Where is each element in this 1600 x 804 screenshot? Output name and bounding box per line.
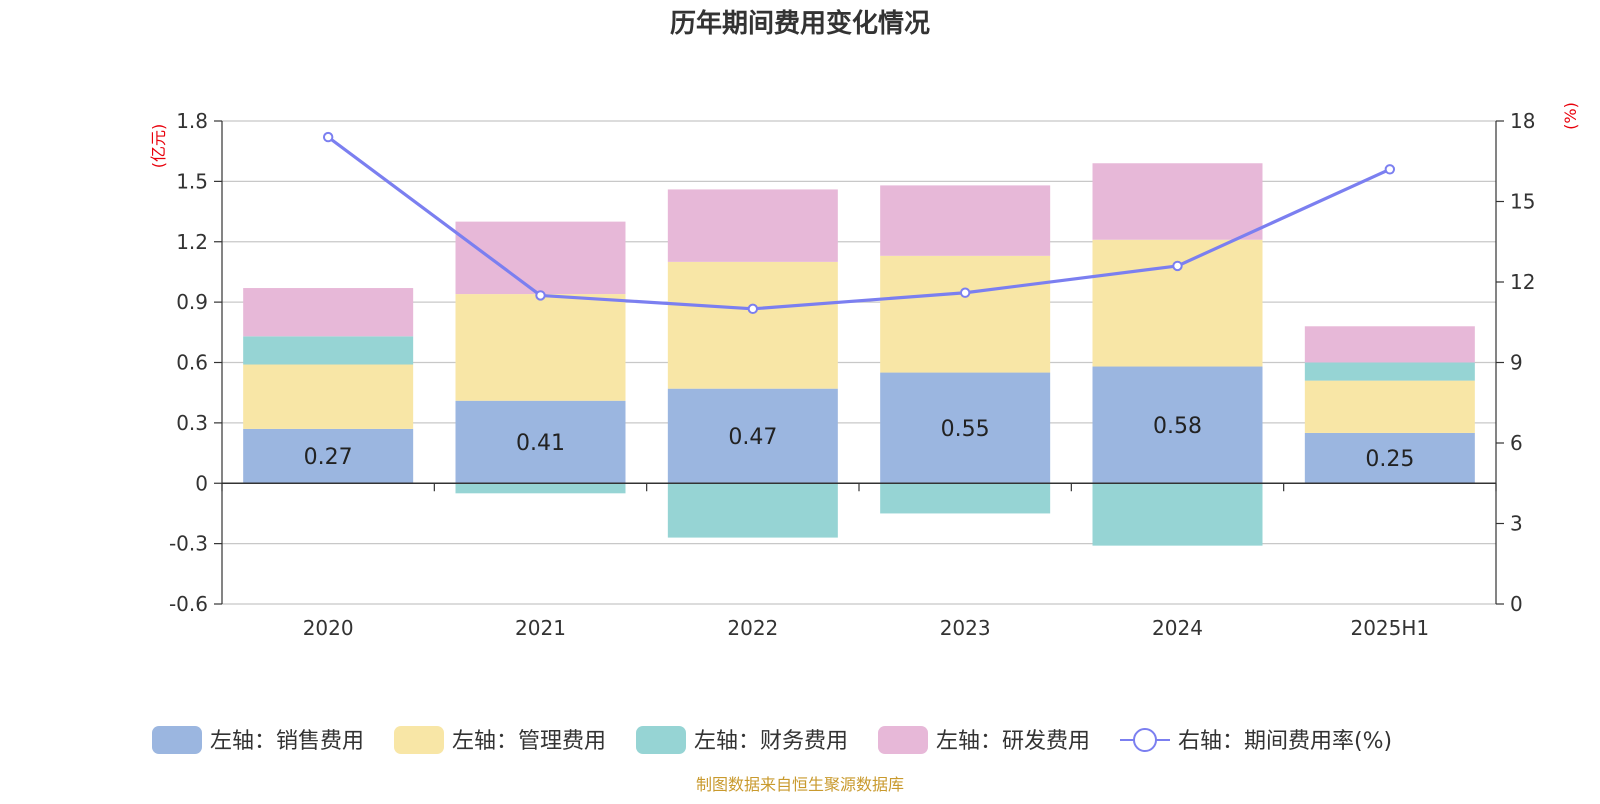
x-tick-label: 2025H1 (1350, 616, 1429, 640)
legend-swatch (152, 726, 202, 754)
bar-rnd (455, 221, 626, 295)
left-tick-label: 0.9 (176, 290, 208, 314)
left-tick-label: 1.8 (176, 109, 208, 133)
bar-rnd (1092, 163, 1263, 240)
data-label: 0.25 (1365, 447, 1414, 472)
chart-title: 历年期间费用变化情况 (670, 8, 930, 39)
rate-point (322, 131, 334, 143)
left-tick-label: 0 (195, 471, 208, 495)
left-tick-label: 1.2 (176, 230, 208, 254)
bar-sales (667, 388, 838, 484)
rate-line (327, 135, 1391, 311)
bar-rnd (243, 288, 414, 337)
data-label: 0.58 (1153, 414, 1202, 439)
x-tick-label: 2021 (515, 616, 566, 640)
legend-swatch (636, 726, 686, 754)
rate-point (1172, 260, 1183, 272)
legend-item: 左轴：销售费用 (152, 726, 364, 754)
rate-point (959, 287, 971, 298)
bar-admin (243, 364, 414, 429)
data-label: 0.41 (516, 431, 565, 456)
bar-admin (1304, 380, 1475, 433)
rate-point (1384, 164, 1396, 175)
data-label: 0.55 (941, 417, 990, 442)
right-tick-label: 15 (1510, 190, 1535, 214)
right-tick-label: 9 (1510, 351, 1523, 375)
bars-layer (243, 163, 1475, 546)
right-axis-unit: (%) (1561, 102, 1580, 130)
left-axis-unit: (亿元) (149, 124, 168, 169)
legend-label: 右轴：期间费用率(%) (1178, 729, 1392, 754)
x-tick-label: 2024 (1152, 616, 1203, 640)
bar-sales (1092, 366, 1263, 484)
bar-finance (455, 483, 626, 494)
legend: 左轴：销售费用 左轴：管理费用 左轴：财务费用 左轴：研发费用 右轴：期间费用率(%) (152, 726, 1392, 754)
axes-layer: -0.6 -0.3 0 0.3 0.6 0.9 1.2 1.5 1.8 0 3 6 9 12 15 18 202… (169, 109, 1535, 640)
legend-item: 左轴：管理费用 (394, 726, 606, 754)
labels-layer: 0.27 0.41 0.47 0.55 0.58 0.25 (304, 414, 1415, 472)
right-tick-label: 0 (1510, 592, 1523, 616)
left-tick-label: 1.5 (176, 169, 208, 193)
left-tick-label: 0.6 (176, 351, 208, 375)
bar-admin (667, 261, 838, 389)
legend-swatch-marker (1133, 728, 1157, 752)
right-tick-label: 18 (1510, 109, 1535, 133)
bar-finance (1304, 362, 1475, 381)
legend-label: 左轴：销售费用 (210, 729, 364, 754)
legend-item: 左轴：研发费用 (878, 726, 1090, 754)
legend-swatch (394, 726, 444, 754)
legend-item: 左轴：财务费用 (636, 726, 848, 754)
legend-label: 左轴：财务费用 (694, 729, 848, 754)
x-tick-label: 2023 (940, 616, 991, 640)
legend-label: 左轴：研发费用 (936, 729, 1090, 754)
data-label: 0.47 (728, 425, 777, 450)
bar-admin (455, 294, 626, 401)
bar-sales (455, 400, 626, 484)
legend-item: 右轴：期间费用率(%) (1120, 728, 1392, 754)
right-tick-label: 6 (1510, 431, 1523, 455)
bar-sales (243, 428, 414, 484)
bar-finance (243, 336, 414, 365)
right-tick-label: 3 (1510, 512, 1523, 536)
rate-point (535, 290, 546, 301)
bar-rnd (880, 185, 1051, 256)
bar-finance (1092, 483, 1263, 546)
bar-sales (880, 372, 1051, 484)
bar-finance (880, 483, 1051, 514)
x-tick-label: 2022 (727, 616, 778, 640)
bar-rnd (667, 189, 838, 262)
left-tick-label: -0.6 (169, 592, 208, 616)
x-tick-label: 2020 (303, 616, 354, 640)
left-tick-label: 0.3 (176, 411, 208, 435)
bar-sales (1304, 432, 1475, 484)
bar-finance (667, 483, 838, 538)
left-tick-label: -0.3 (169, 532, 208, 556)
bar-admin (1092, 239, 1263, 367)
legend-swatch (878, 726, 928, 754)
bar-admin (880, 255, 1051, 373)
bar-rnd (1304, 326, 1475, 363)
right-tick-label: 12 (1510, 270, 1535, 294)
legend-label: 左轴：管理费用 (452, 729, 606, 754)
data-label: 0.27 (304, 445, 353, 470)
source-note: 制图数据来自恒生聚源数据库 (696, 775, 904, 794)
line-layer (322, 131, 1396, 315)
rate-point (747, 303, 759, 315)
